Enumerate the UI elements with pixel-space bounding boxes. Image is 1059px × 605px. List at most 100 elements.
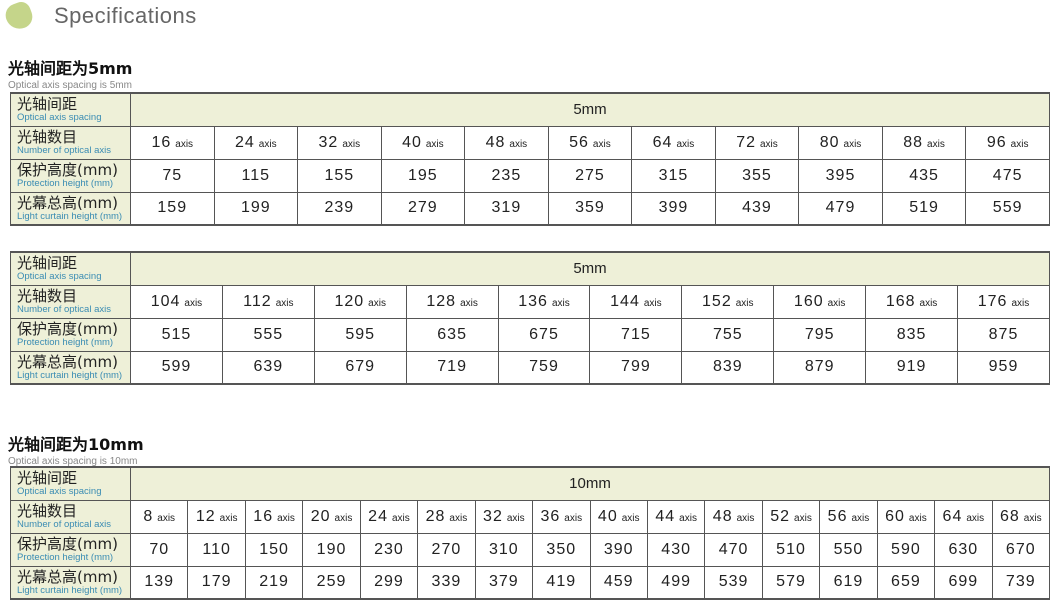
total-height: 799: [621, 358, 651, 376]
axis-count: 16: [151, 133, 172, 151]
total-height-cell: 259: [302, 565, 361, 600]
axis-unit: axis: [908, 512, 927, 524]
protection-height-cell: 675: [497, 317, 591, 352]
label-en: Optical axis spacing: [17, 486, 102, 497]
axis-count: 36: [540, 507, 561, 525]
protection-height-cell: 510: [761, 532, 821, 567]
axis-count-cell: 168 axis: [865, 284, 959, 319]
axis-unit: axis: [1010, 138, 1029, 150]
label-zh: 光轴数目: [17, 286, 78, 305]
label-en: Protection height (mm): [17, 336, 114, 348]
axis-count-row: 光轴数目 Number of optical axis 104 axis 112 axis…: [10, 284, 1050, 319]
axis-count-cell: 72 axis: [714, 125, 800, 160]
protection-height: 590: [891, 540, 921, 558]
label-en: Number of optical axis: [17, 518, 111, 530]
axis-unit: axis: [551, 297, 570, 309]
total-height-cell: 359: [547, 191, 633, 226]
protection-height: 475: [992, 166, 1023, 184]
axis-unit: axis: [966, 512, 985, 524]
total-height: 659: [891, 573, 921, 591]
protection-height-row: 保护高度(mm) Protection height (mm) 75 115 155 19…: [10, 158, 1050, 193]
protection-height: 310: [488, 540, 519, 558]
axis-count-cell: 48 axis: [704, 499, 763, 534]
row-label: 光轴数目 Number of optical axis: [10, 284, 131, 319]
axis-unit: axis: [676, 138, 695, 150]
axis-count-cell: 104 axis: [130, 284, 223, 319]
protection-height-cell: 235: [464, 158, 549, 193]
axis-unit: axis: [277, 512, 295, 524]
total-height-cell: 139: [129, 565, 189, 600]
axis-count-row: 光轴数目 Number of optical axis 16 axis 24 axis 32…: [10, 125, 1050, 160]
spec-table-5mm-b: 光轴间距 Optical axis spacing 5mm 光轴数目 Number of…: [10, 251, 1050, 385]
protection-height-cell: 470: [704, 532, 763, 567]
protection-height: 435: [909, 166, 939, 184]
axis-count: 24: [368, 507, 388, 525]
total-height: 719: [437, 358, 467, 376]
protection-height-cell: 475: [965, 158, 1050, 193]
protection-height: 230: [374, 540, 404, 558]
axis-count-cell: 24 axis: [359, 499, 419, 534]
axis-count-cell: 52 axis: [761, 499, 821, 534]
axis-count-cell: 64 axis: [631, 125, 716, 160]
total-height: 699: [948, 573, 979, 591]
axis-count: 144: [610, 292, 640, 310]
row-label: 光幕总高(mm) Light curtain height (mm): [10, 350, 131, 385]
total-height: 579: [776, 573, 806, 591]
axis-unit: axis: [175, 138, 194, 150]
total-height: 479: [825, 199, 856, 217]
axis-count: 20: [310, 507, 331, 525]
protection-height-cell: 630: [934, 532, 993, 567]
protection-height: 70: [149, 540, 170, 558]
total-height: 399: [658, 199, 689, 217]
total-height: 919: [896, 358, 927, 376]
axis-count: 72: [736, 133, 756, 151]
section-10mm-heading: 光轴间距为10mm Optical axis spacing is 10mm: [8, 431, 144, 467]
total-height: 739: [1005, 573, 1036, 591]
total-height-cell: 579: [761, 565, 821, 600]
protection-height-cell: 595: [313, 317, 407, 352]
total-height-cell: 379: [474, 565, 534, 600]
protection-height-cell: 310: [474, 532, 534, 567]
spec-table-10mm: 光轴间距 Optical axis spacing 10mm 光轴数目 Number o…: [10, 466, 1051, 600]
axis-count-cell: 36 axis: [532, 499, 591, 534]
total-height: 219: [259, 573, 289, 591]
protection-height-cell: 550: [819, 532, 878, 567]
protection-height-cell: 190: [302, 532, 361, 567]
axis-count-cell: 8 axis: [129, 499, 189, 534]
total-height: 419: [546, 573, 577, 591]
axis-count-cell: 68 axis: [991, 499, 1051, 534]
axis-unit: axis: [919, 297, 938, 309]
row-label: 保护高度(mm) Protection height (mm): [10, 317, 131, 352]
protection-height: 150: [259, 540, 289, 558]
label-en: Light curtain height (mm): [17, 210, 123, 222]
spacing-row: 光轴间距 Optical axis spacing 5mm: [10, 92, 1050, 127]
protection-height: 110: [202, 540, 231, 558]
axis-unit: axis: [679, 512, 697, 524]
page-title: Specifications: [54, 3, 197, 28]
axis-count: 28: [425, 507, 446, 525]
protection-height-cell: 835: [865, 317, 959, 352]
section-subtitle: Optical axis spacing is 5mm: [8, 80, 132, 91]
axis-count: 16: [253, 507, 274, 525]
protection-height: 195: [408, 166, 438, 184]
axis-count-cell: 60 axis: [876, 499, 936, 534]
total-height-cell: 679: [313, 350, 407, 385]
total-height-cell: 599: [130, 350, 223, 385]
protection-height-cell: 270: [417, 532, 476, 567]
total-height-cell: 639: [221, 350, 315, 385]
axis-unit: axis: [564, 512, 583, 524]
axis-unit: axis: [643, 297, 662, 309]
axis-count: 168: [885, 292, 916, 310]
axis-unit: axis: [1023, 512, 1042, 524]
axis-unit: axis: [506, 512, 525, 524]
axis-count: 48: [485, 133, 506, 151]
axis-unit: axis: [258, 138, 277, 150]
label-en: Protection height (mm): [17, 551, 114, 563]
protection-height-cell: 70: [129, 532, 189, 567]
axis-count-cell: 88 axis: [881, 125, 967, 160]
axis-count-cell: 24 axis: [213, 125, 299, 160]
total-height: 259: [316, 573, 347, 591]
protection-height-cell: 395: [798, 158, 883, 193]
axis-count: 80: [819, 133, 840, 151]
protection-height-row: 保护高度(mm) Protection height (mm) 515 555 595 6…: [10, 317, 1050, 352]
